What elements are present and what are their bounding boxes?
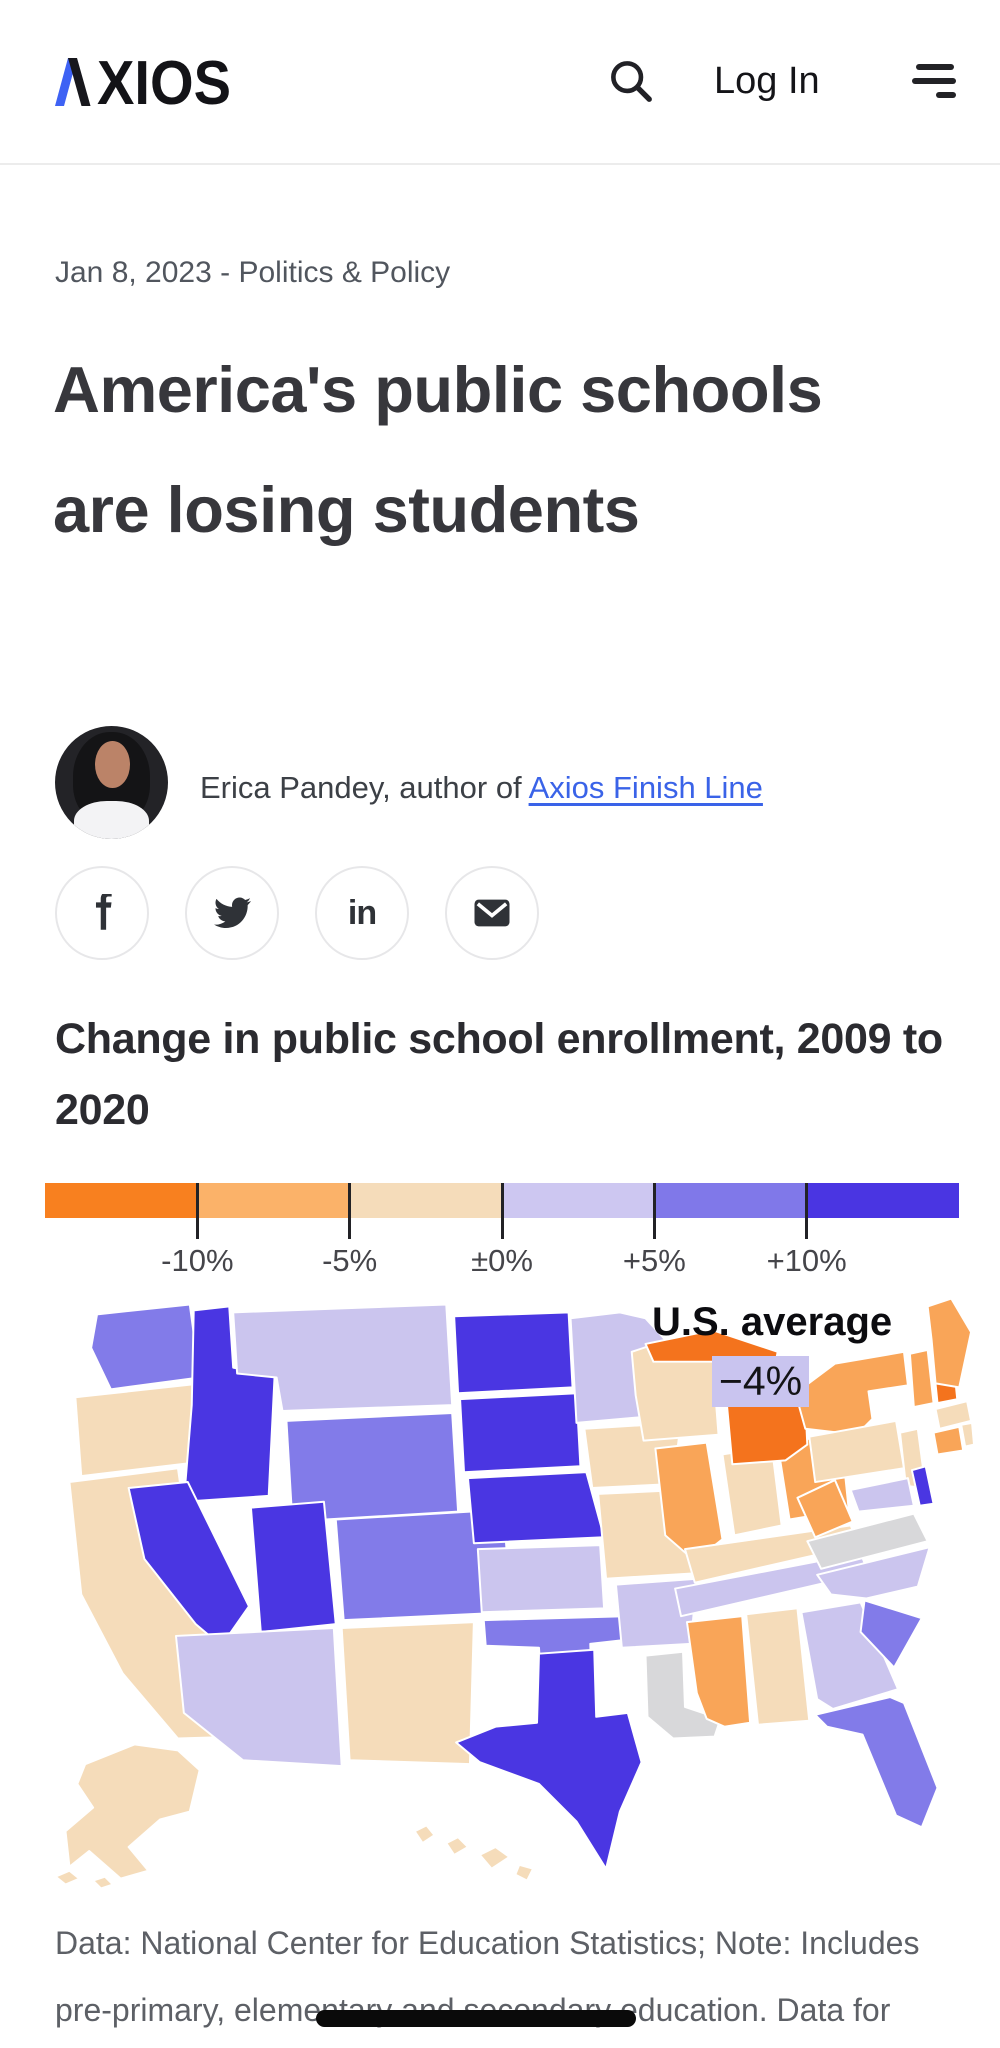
state-ak xyxy=(92,1875,114,1890)
svg-text:XIOS: XIOS xyxy=(97,58,231,106)
author-avatar[interactable] xyxy=(55,726,168,839)
legend-tick xyxy=(348,1183,352,1239)
legend-bar xyxy=(45,1183,959,1218)
state-me xyxy=(926,1297,973,1389)
state-ri xyxy=(960,1421,975,1448)
state-ks xyxy=(476,1544,606,1614)
legend-segment xyxy=(349,1183,502,1218)
search-icon[interactable] xyxy=(608,58,654,104)
us-choropleth-map xyxy=(54,1297,975,1890)
legend-segment xyxy=(654,1183,807,1218)
state-ct xyxy=(932,1425,965,1456)
facebook-icon xyxy=(95,894,112,930)
avatar-face xyxy=(94,740,130,789)
legend-segment xyxy=(197,1183,350,1218)
menu-icon[interactable] xyxy=(912,60,958,102)
state-ut xyxy=(249,1500,337,1633)
header: XIOS Log In xyxy=(0,0,1000,165)
us-average-value: −4% xyxy=(712,1356,809,1407)
state-tx xyxy=(455,1648,643,1870)
legend-segment xyxy=(45,1183,198,1218)
menu-bar xyxy=(916,64,954,70)
state-vt xyxy=(908,1348,935,1409)
state-wa xyxy=(90,1303,201,1391)
state-hi xyxy=(478,1846,511,1870)
legend-tick-label: -5% xyxy=(322,1243,378,1278)
byline: Erica Pandey, author of Axios Finish Lin… xyxy=(200,770,763,806)
logo-black-stroke xyxy=(68,58,91,106)
state-hi xyxy=(445,1836,469,1856)
home-indicator[interactable] xyxy=(316,2010,636,2027)
state-hi xyxy=(514,1863,535,1882)
state-al xyxy=(745,1607,811,1726)
state-ny xyxy=(794,1350,909,1436)
legend-tick xyxy=(195,1183,199,1239)
state-ms xyxy=(685,1615,752,1728)
dateline: Jan 8, 2023 - Politics & Policy xyxy=(55,256,451,289)
us-average-label: U.S. average xyxy=(652,1300,893,1344)
state-de xyxy=(910,1465,935,1507)
state-ak xyxy=(54,1869,81,1886)
menu-bar xyxy=(936,92,956,98)
state-ak xyxy=(64,1743,201,1880)
state-nm xyxy=(340,1621,475,1766)
state-la xyxy=(644,1650,722,1740)
state-ga xyxy=(800,1601,900,1710)
state-wv xyxy=(796,1479,854,1539)
share-linkedin-button[interactable]: in xyxy=(315,866,409,960)
state-id xyxy=(182,1305,276,1503)
share-email-button[interactable] xyxy=(445,866,539,960)
legend-segment xyxy=(806,1183,959,1218)
state-va xyxy=(806,1512,929,1570)
author-newsletter-link[interactable]: Axios Finish Line xyxy=(528,770,763,805)
state-ma xyxy=(934,1400,973,1430)
state-nd xyxy=(453,1311,574,1395)
state-sd xyxy=(459,1392,582,1474)
legend-segment xyxy=(501,1183,655,1218)
state-ne xyxy=(466,1471,606,1545)
linkedin-icon: in xyxy=(347,893,377,932)
legend-tick xyxy=(805,1183,809,1239)
state-fl xyxy=(814,1696,939,1829)
state-nc xyxy=(816,1546,931,1600)
share-facebook-button[interactable] xyxy=(55,866,149,960)
state-az xyxy=(174,1627,343,1768)
state-mt xyxy=(232,1303,454,1413)
legend-tick-label: +5% xyxy=(622,1243,686,1278)
state-md xyxy=(849,1477,915,1513)
legend-tick-label: -10% xyxy=(161,1243,234,1278)
legend-tick-label: ±0% xyxy=(471,1243,533,1278)
email-icon xyxy=(474,899,510,927)
twitter-icon xyxy=(214,897,251,928)
legend-tick-label: +10% xyxy=(766,1243,847,1278)
login-button[interactable]: Log In xyxy=(714,60,820,102)
byline-text: Erica Pandey, author of xyxy=(200,770,529,805)
state-sc xyxy=(859,1599,923,1669)
share-twitter-button[interactable] xyxy=(185,866,279,960)
menu-bar xyxy=(912,78,956,84)
legend-wrap: -10% -5% ±0% +5% +10% xyxy=(45,1183,959,1293)
headline: America's public schools are losing stud… xyxy=(53,353,823,546)
legend-tick xyxy=(652,1183,656,1239)
chart-title: Change in public school enrollment, 2009… xyxy=(55,1015,943,1134)
avatar-shirt xyxy=(74,800,149,839)
legend-tick xyxy=(500,1183,504,1239)
axios-logo[interactable]: XIOS xyxy=(55,58,235,106)
state-hi xyxy=(413,1824,436,1845)
